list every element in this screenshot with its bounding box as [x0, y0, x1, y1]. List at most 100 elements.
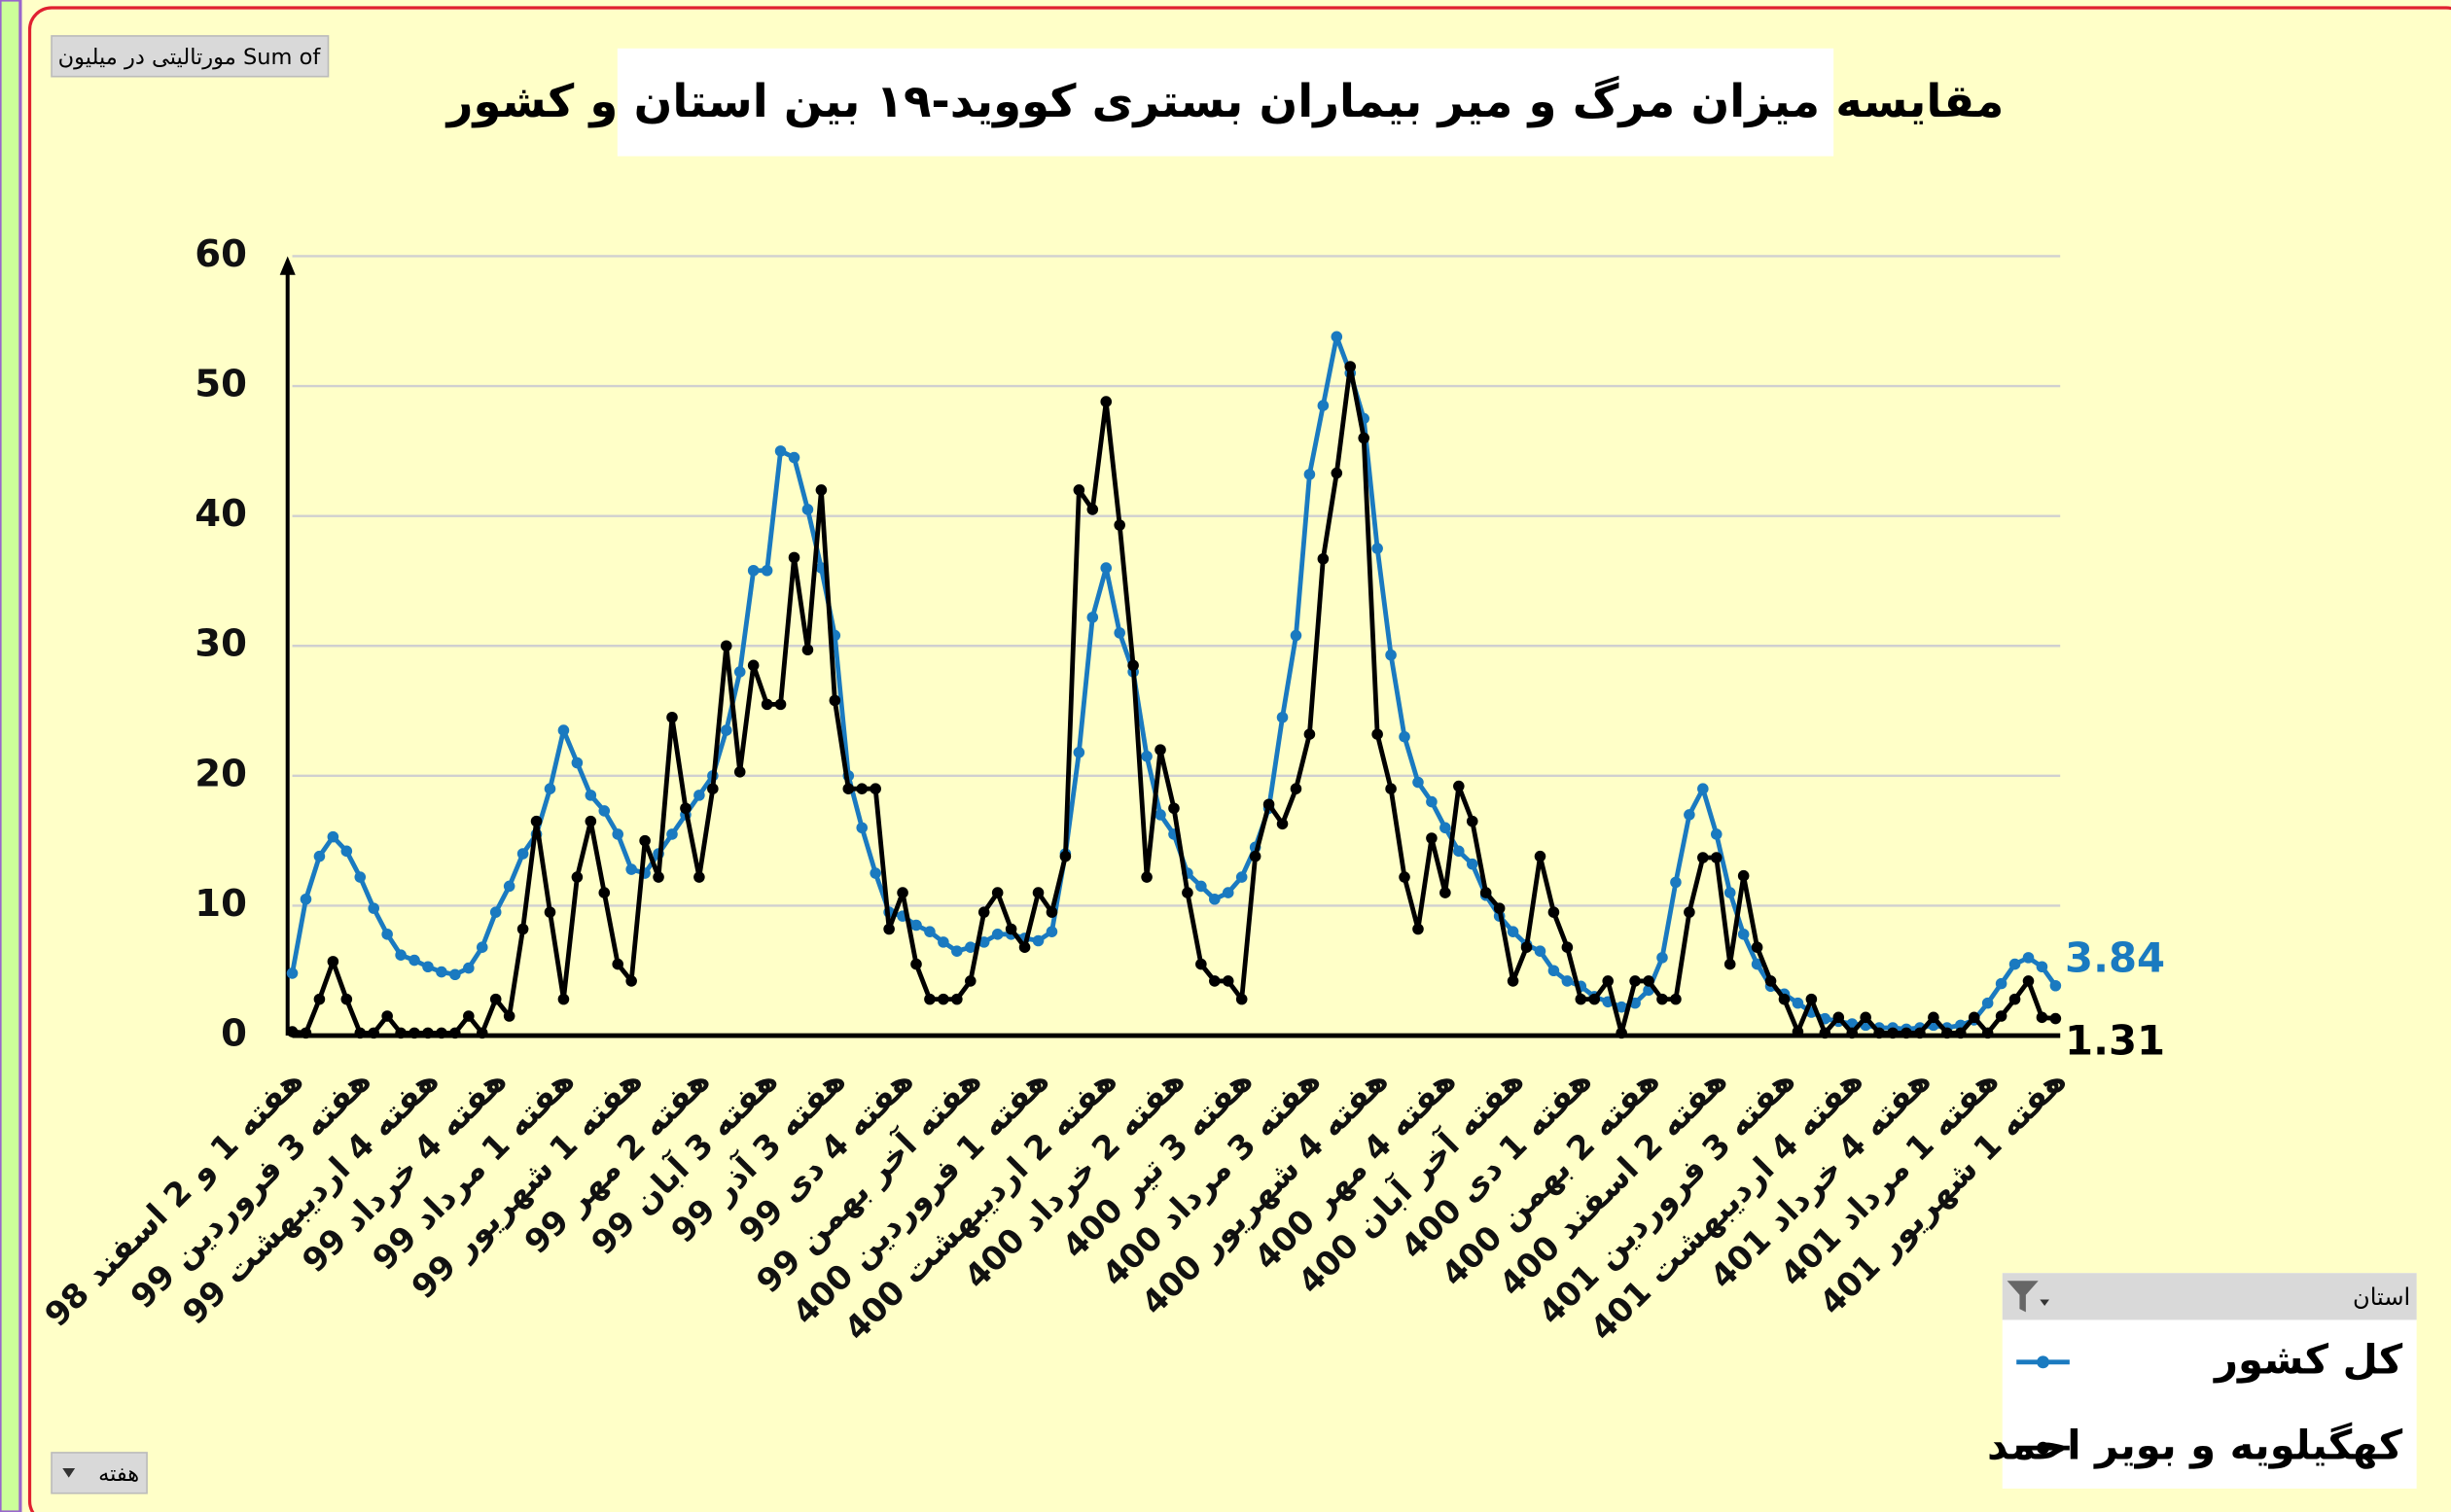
data-point — [1684, 906, 1695, 918]
data-point — [2049, 1012, 2062, 1025]
data-point — [2036, 961, 2048, 973]
dropdown-arrow — [62, 1468, 76, 1478]
legend-header — [2002, 1273, 2417, 1320]
data-point — [774, 698, 787, 711]
data-point — [1656, 952, 1668, 964]
data-point — [1697, 852, 1709, 863]
data-point — [463, 1010, 475, 1022]
data-point — [1588, 993, 1601, 1005]
data-point — [1805, 993, 1818, 1005]
y-tick-label: 30 — [195, 622, 247, 666]
data-point — [381, 1010, 393, 1022]
data-point — [1995, 977, 2007, 990]
value-field-button[interactable] — [51, 35, 330, 78]
data-point — [422, 961, 434, 973]
y-tick-label: 20 — [195, 752, 247, 795]
y-tick-label: 60 — [195, 232, 247, 276]
data-point — [856, 822, 869, 834]
data-point — [1710, 852, 1723, 863]
data-point — [327, 830, 339, 843]
data-point — [436, 966, 447, 978]
data-point — [1018, 941, 1031, 953]
data-point — [1941, 1027, 1953, 1039]
legend-label: کل کشور — [2213, 1335, 2403, 1384]
data-point — [557, 993, 570, 1005]
frame — [27, 6, 2451, 1512]
data-point — [1073, 747, 1085, 758]
data-point — [395, 1027, 407, 1039]
data-point — [2022, 952, 2035, 964]
data-point — [286, 967, 299, 979]
data-point — [1832, 1011, 1845, 1024]
data-point — [1453, 780, 1465, 792]
data-point — [313, 850, 326, 862]
data-point — [1114, 519, 1125, 531]
data-point — [1737, 929, 1750, 940]
data-point — [965, 975, 977, 987]
filter-icon[interactable] — [2007, 1281, 2039, 1313]
data-point — [476, 941, 488, 953]
data-point — [1412, 923, 1424, 935]
value-field-label: Sum of مورتالیتی در میلیون — [58, 45, 322, 70]
data-point — [680, 802, 692, 815]
data-point — [313, 993, 326, 1005]
data-point — [747, 659, 760, 672]
data-point — [300, 1027, 312, 1039]
data-point — [1046, 926, 1058, 937]
data-point — [693, 871, 705, 883]
data-point — [1466, 815, 1478, 827]
data-point — [1792, 1026, 1804, 1037]
data-point — [1616, 1001, 1627, 1013]
data-point — [612, 828, 624, 840]
data-point — [870, 783, 881, 794]
data-point — [951, 945, 963, 957]
data-point — [1276, 711, 1289, 723]
data-point — [1575, 993, 1587, 1005]
data-point — [870, 867, 881, 879]
data-point — [1479, 887, 1492, 898]
data-point — [598, 805, 611, 817]
data-point — [1141, 871, 1153, 883]
data-point — [489, 906, 502, 918]
data-point — [2022, 975, 2035, 987]
legend: استان کل کشور کهگیلویه و بویر احمد — [1987, 1273, 2417, 1489]
data-point — [571, 871, 584, 883]
data-point — [829, 694, 841, 707]
data-point — [340, 845, 353, 858]
data-point — [938, 936, 949, 948]
data-point — [856, 783, 869, 794]
data-point — [1697, 783, 1709, 794]
data-point — [1358, 432, 1369, 444]
data-point — [1235, 871, 1248, 883]
data-point — [1561, 941, 1574, 953]
data-point — [1331, 331, 1343, 343]
data-point — [1778, 993, 1791, 1005]
data-point — [653, 871, 664, 883]
data-point — [1602, 975, 1614, 987]
data-point — [842, 783, 855, 794]
data-point — [1086, 612, 1099, 623]
data-point — [897, 887, 908, 898]
data-point — [1900, 1027, 1912, 1039]
data-point — [1046, 906, 1058, 918]
data-point — [395, 949, 407, 961]
data-point — [1656, 993, 1668, 1005]
data-point — [1344, 361, 1357, 372]
data-point — [747, 564, 760, 577]
y-axis-arrow — [279, 256, 296, 275]
data-point — [1873, 1027, 1885, 1039]
legend-title: استان — [2353, 1283, 2410, 1311]
data-point — [1426, 832, 1438, 844]
data-point — [991, 929, 1004, 940]
data-point — [1426, 795, 1438, 808]
data-point — [449, 968, 461, 981]
data-point — [991, 887, 1004, 898]
data-point — [1235, 993, 1248, 1005]
data-point — [1670, 876, 1682, 889]
data-point — [1493, 902, 1506, 914]
data-point — [489, 993, 502, 1005]
title-box — [617, 48, 1834, 157]
data-point — [1995, 1010, 2007, 1022]
